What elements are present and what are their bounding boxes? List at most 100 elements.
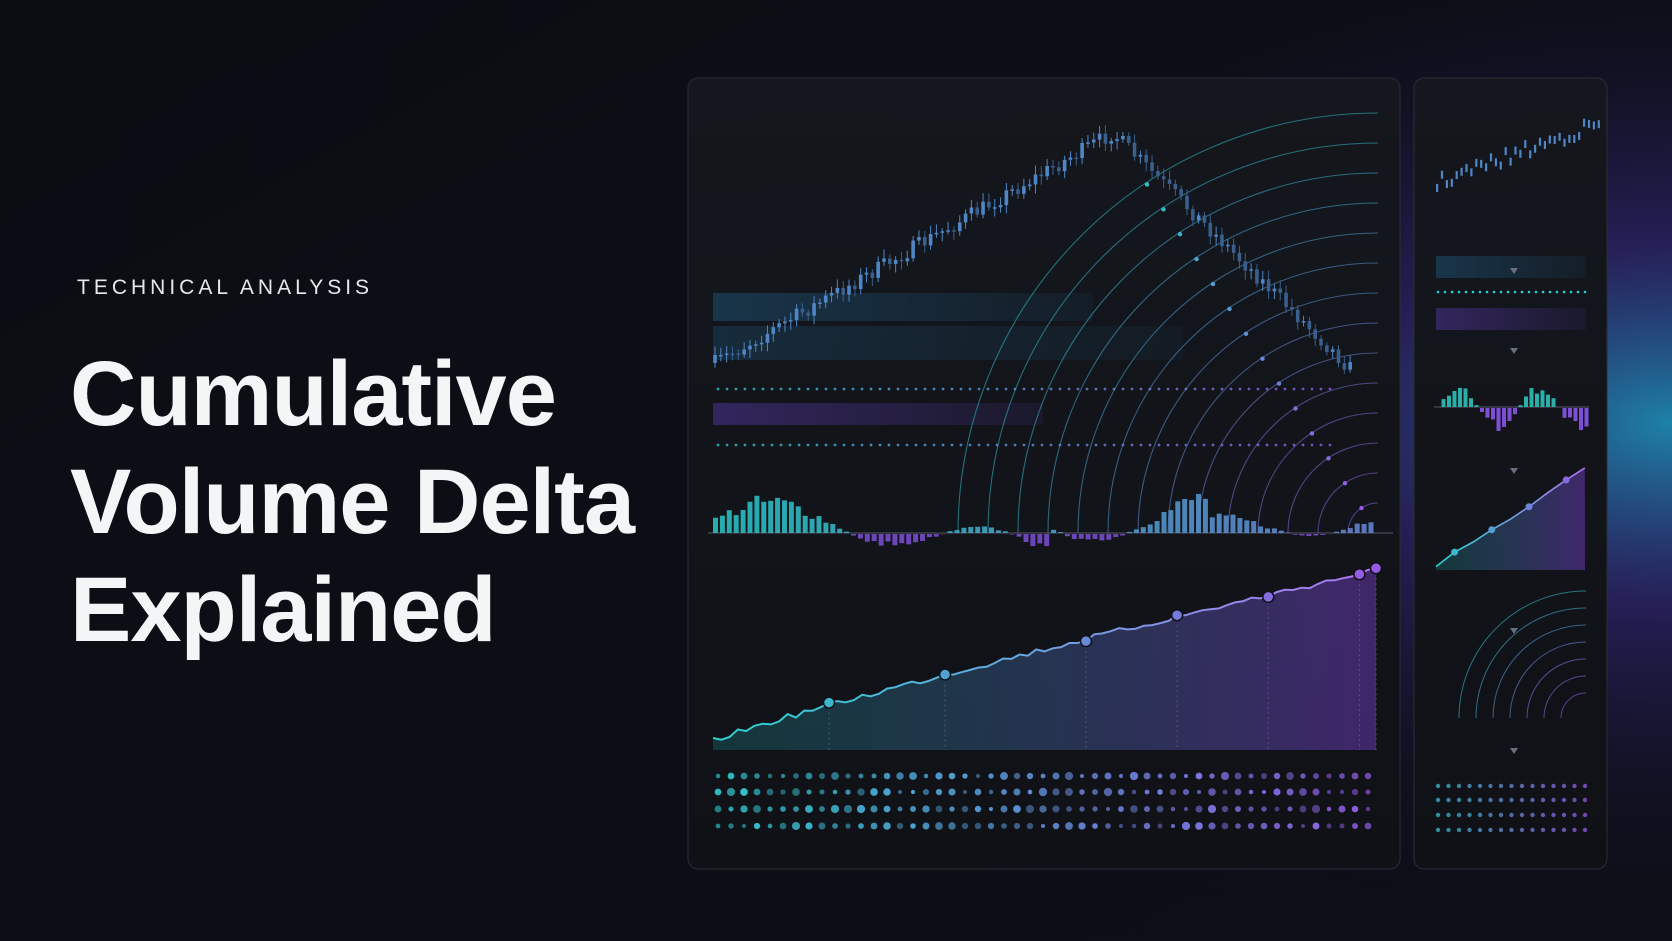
guide-dot	[878, 443, 882, 447]
delta-bar	[1127, 531, 1132, 533]
mini-bar	[1507, 408, 1512, 421]
matrix-dot	[1339, 789, 1345, 795]
matrix-dot	[1157, 823, 1163, 829]
matrix-dot	[935, 772, 943, 780]
mini-bar	[1447, 395, 1451, 407]
mini-matrix-dot	[1435, 812, 1441, 818]
mini-candle	[1563, 138, 1566, 147]
matrix-dot	[910, 823, 916, 829]
matrix-dot	[1039, 805, 1047, 813]
mini-bar	[1458, 387, 1462, 407]
matrix-dot	[754, 773, 760, 779]
guide-dot	[1328, 387, 1332, 391]
candle	[1074, 157, 1079, 160]
matrix-dot	[922, 805, 930, 813]
guide-dot	[842, 443, 846, 447]
matrix-dot	[753, 822, 761, 830]
matrix-dot	[1027, 789, 1033, 795]
mini-candle	[1450, 178, 1453, 187]
delta-bar	[1092, 534, 1098, 539]
guide-dot	[797, 387, 801, 391]
mini-matrix-dot	[1519, 797, 1525, 803]
candle	[1173, 183, 1178, 190]
delta-bar	[719, 515, 725, 533]
arc	[1017, 172, 1379, 534]
matrix-dot	[1312, 822, 1320, 830]
arc	[1077, 232, 1379, 534]
delta-bar	[1030, 534, 1036, 547]
mini-matrix-dot	[1498, 783, 1504, 789]
eyebrow: TECHNICAL ANALYSIS	[77, 276, 374, 299]
candle	[957, 222, 962, 232]
matrix-dot	[1261, 789, 1267, 795]
candle	[1319, 338, 1323, 346]
mini-bar	[1485, 408, 1490, 418]
candle	[1307, 321, 1312, 330]
matrix-dot	[1247, 822, 1255, 830]
candle	[1132, 142, 1137, 157]
mini-matrix-dot	[1456, 797, 1462, 803]
guide-dot	[1211, 387, 1215, 391]
candle	[736, 353, 741, 356]
arc-node	[1194, 256, 1199, 262]
matrix-dot	[766, 788, 774, 796]
matrix-dot	[858, 773, 864, 779]
candle	[1342, 363, 1347, 370]
matrix-dot	[910, 789, 916, 795]
candle	[853, 285, 857, 290]
delta-bar	[1002, 531, 1008, 533]
delta-bar	[1133, 529, 1139, 533]
mini-matrix-dot	[1467, 797, 1472, 803]
guide-dot	[1049, 387, 1053, 391]
delta-bar	[1154, 521, 1160, 533]
matrix-dot	[780, 806, 786, 812]
mini-matrix-dot	[1519, 783, 1525, 789]
mini-dot	[1562, 290, 1566, 294]
guide-dot	[1049, 443, 1053, 447]
candle	[1156, 170, 1160, 177]
mini-arc	[1526, 658, 1587, 719]
matrix-dot	[1052, 772, 1060, 780]
matrix-dot	[805, 772, 813, 780]
matrix-dot	[1273, 822, 1281, 830]
candle	[928, 234, 933, 246]
matrix-dot	[1001, 789, 1007, 795]
matrix-dot	[935, 822, 943, 830]
matrix-dot	[830, 804, 840, 814]
mini-node	[1451, 548, 1459, 556]
guide-dot	[986, 387, 990, 391]
matrix-dot	[1248, 773, 1254, 779]
mini-arc	[1475, 607, 1587, 719]
delta-bar	[1216, 513, 1222, 533]
matrix-dot	[1352, 823, 1358, 829]
guide-dot	[914, 443, 918, 447]
guide-dot	[1211, 443, 1215, 447]
delta-bar	[899, 534, 905, 544]
mini-dot	[1443, 290, 1447, 294]
mini-matrix-dot	[1435, 797, 1441, 803]
guide-dot	[878, 387, 882, 391]
candle	[1249, 269, 1253, 271]
candle	[981, 201, 985, 215]
mini-bar	[1579, 408, 1583, 431]
matrix-dot	[1222, 789, 1228, 795]
matrix-dot	[987, 822, 995, 830]
matrix-dot	[1326, 823, 1332, 829]
candle	[812, 303, 816, 316]
candle	[876, 261, 880, 278]
matrix-dot	[948, 822, 956, 830]
delta-bar	[968, 527, 974, 533]
matrix-dot	[1065, 822, 1073, 830]
matrix-dot	[1000, 805, 1008, 813]
matrix-dot	[1091, 772, 1099, 780]
arc-node	[1227, 306, 1232, 312]
matrix-dot	[1013, 822, 1021, 830]
matrix-dot	[715, 773, 721, 779]
delta-bar	[954, 530, 960, 533]
mini-matrix-dot	[1467, 827, 1472, 833]
arc	[1347, 502, 1379, 534]
candle	[952, 230, 956, 232]
matrix-dot	[949, 806, 955, 812]
mini-bar	[1551, 398, 1556, 407]
